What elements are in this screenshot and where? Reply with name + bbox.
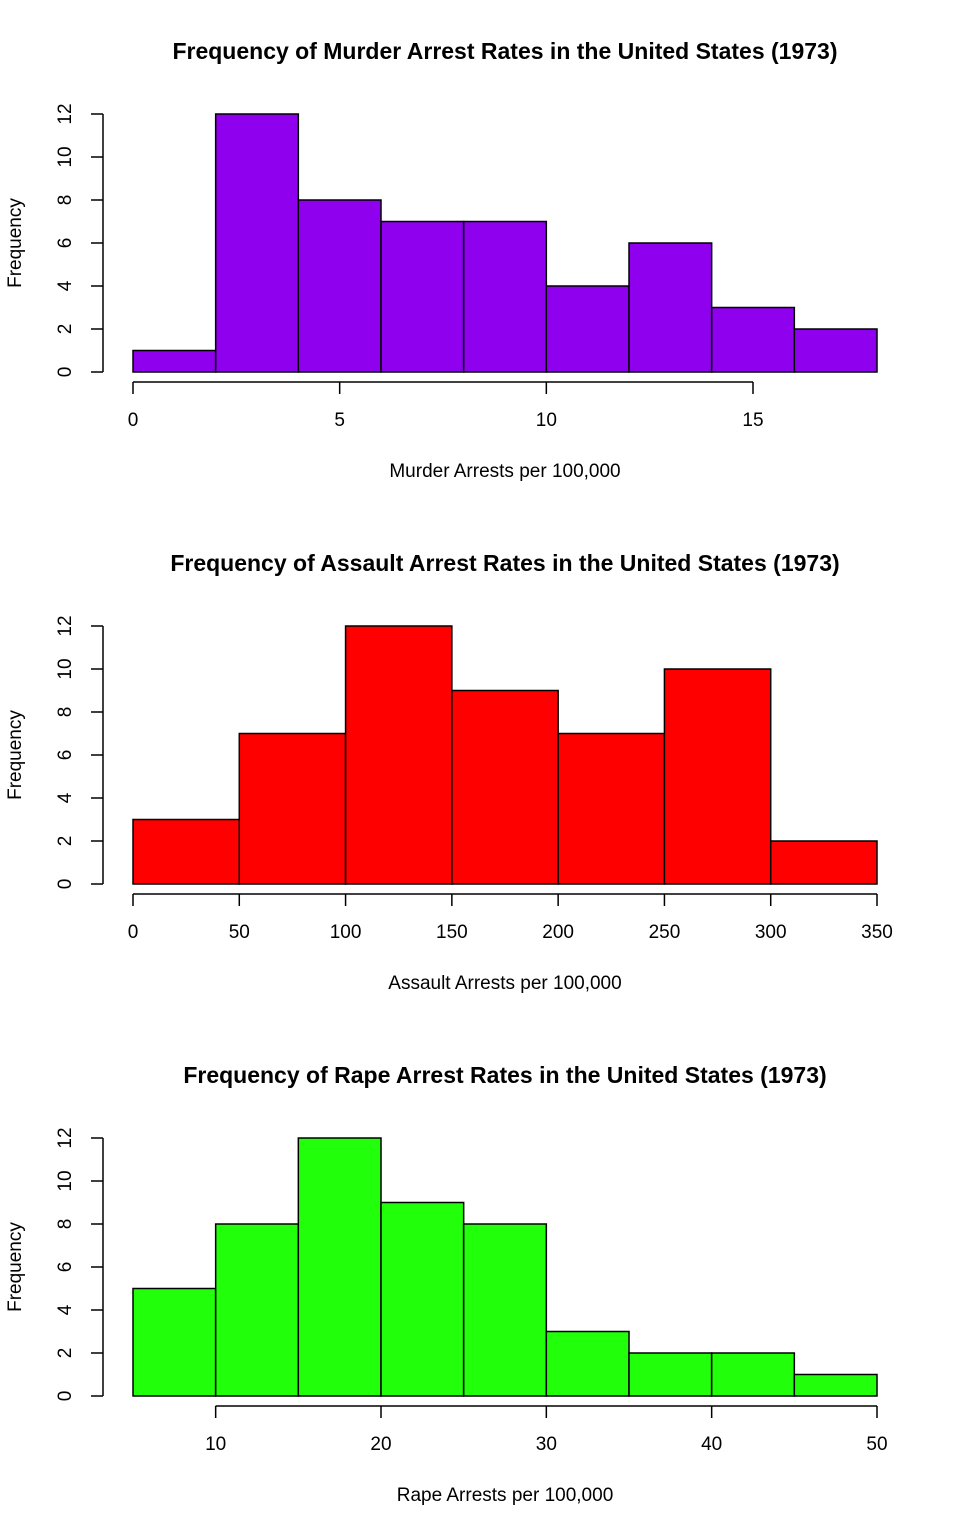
bar [462,220,548,373]
chart-title: Frequency of Rape Arrest Rates in the Un… [183,1062,826,1088]
bar [628,1352,713,1397]
y-tick-label: 8 [55,195,76,206]
x-tick-label: 10 [536,410,557,431]
y-axis-label: Frequency [5,198,26,288]
x-axis-label: Murder Arrests per 100,000 [389,461,620,482]
y-tick-label: 10 [55,146,76,167]
bar [451,689,559,885]
bar [628,242,713,373]
bar [297,199,382,373]
y-tick-label: 0 [55,367,76,378]
x-tick-label: 10 [205,1434,226,1455]
bar [557,732,666,885]
bar [462,1223,548,1397]
bar [769,840,878,885]
x-tick-label: 5 [334,410,345,431]
x-tick-label: 40 [701,1434,722,1455]
y-tick-label: 8 [55,707,76,718]
y-tick-label: 6 [55,238,76,249]
x-tick-label: 200 [542,922,574,943]
bar [380,1201,465,1397]
x-tick-label: 350 [861,922,893,943]
chart-title: Frequency of Murder Arrest Rates in the … [172,38,837,64]
y-tick-label: 6 [55,750,76,761]
x-tick-label: 50 [229,922,250,943]
x-tick-label: 100 [330,922,362,943]
x-tick-label: 30 [536,1434,557,1455]
y-tick-label: 10 [55,1170,76,1191]
y-tick-label: 4 [55,1304,76,1315]
x-tick-label: 300 [755,922,787,943]
bar [710,306,796,373]
bar [545,1330,630,1397]
x-tick-label: 150 [436,922,468,943]
bar [132,818,241,885]
y-axis-label: Frequency [5,1222,26,1312]
bar [545,285,630,373]
y-tick-label: 12 [55,103,76,124]
bar [344,625,453,885]
y-tick-label: 0 [55,1391,76,1402]
x-tick-label: 250 [649,922,681,943]
x-axis-label: Assault Arrests per 100,000 [388,973,621,994]
bar [132,349,217,373]
y-tick-label: 4 [55,280,76,291]
bar [297,1137,382,1397]
y-tick-label: 12 [55,615,76,636]
x-tick-label: 50 [866,1434,887,1455]
y-tick-label: 10 [55,658,76,679]
x-tick-label: 0 [128,922,139,943]
x-tick-label: 15 [742,410,763,431]
y-tick-label: 0 [55,879,76,890]
bar [380,220,465,373]
y-tick-label: 2 [55,1348,76,1359]
bar [132,1287,217,1397]
bar [710,1352,796,1397]
y-tick-label: 4 [55,792,76,803]
bar [793,1373,878,1397]
x-axis-label: Rape Arrests per 100,000 [397,1485,614,1506]
y-tick-label: 2 [55,324,76,335]
y-tick-label: 8 [55,1219,76,1230]
x-tick-label: 0 [128,410,139,431]
bar [793,328,878,373]
bar [238,732,347,885]
bar [663,668,772,885]
y-axis-label: Frequency [5,710,26,800]
bar [214,113,300,373]
chart-title: Frequency of Assault Arrest Rates in the… [170,550,839,576]
y-tick-label: 2 [55,836,76,847]
x-tick-label: 20 [370,1434,391,1455]
bar [214,1223,300,1397]
y-tick-label: 12 [55,1127,76,1148]
y-tick-label: 6 [55,1262,76,1273]
